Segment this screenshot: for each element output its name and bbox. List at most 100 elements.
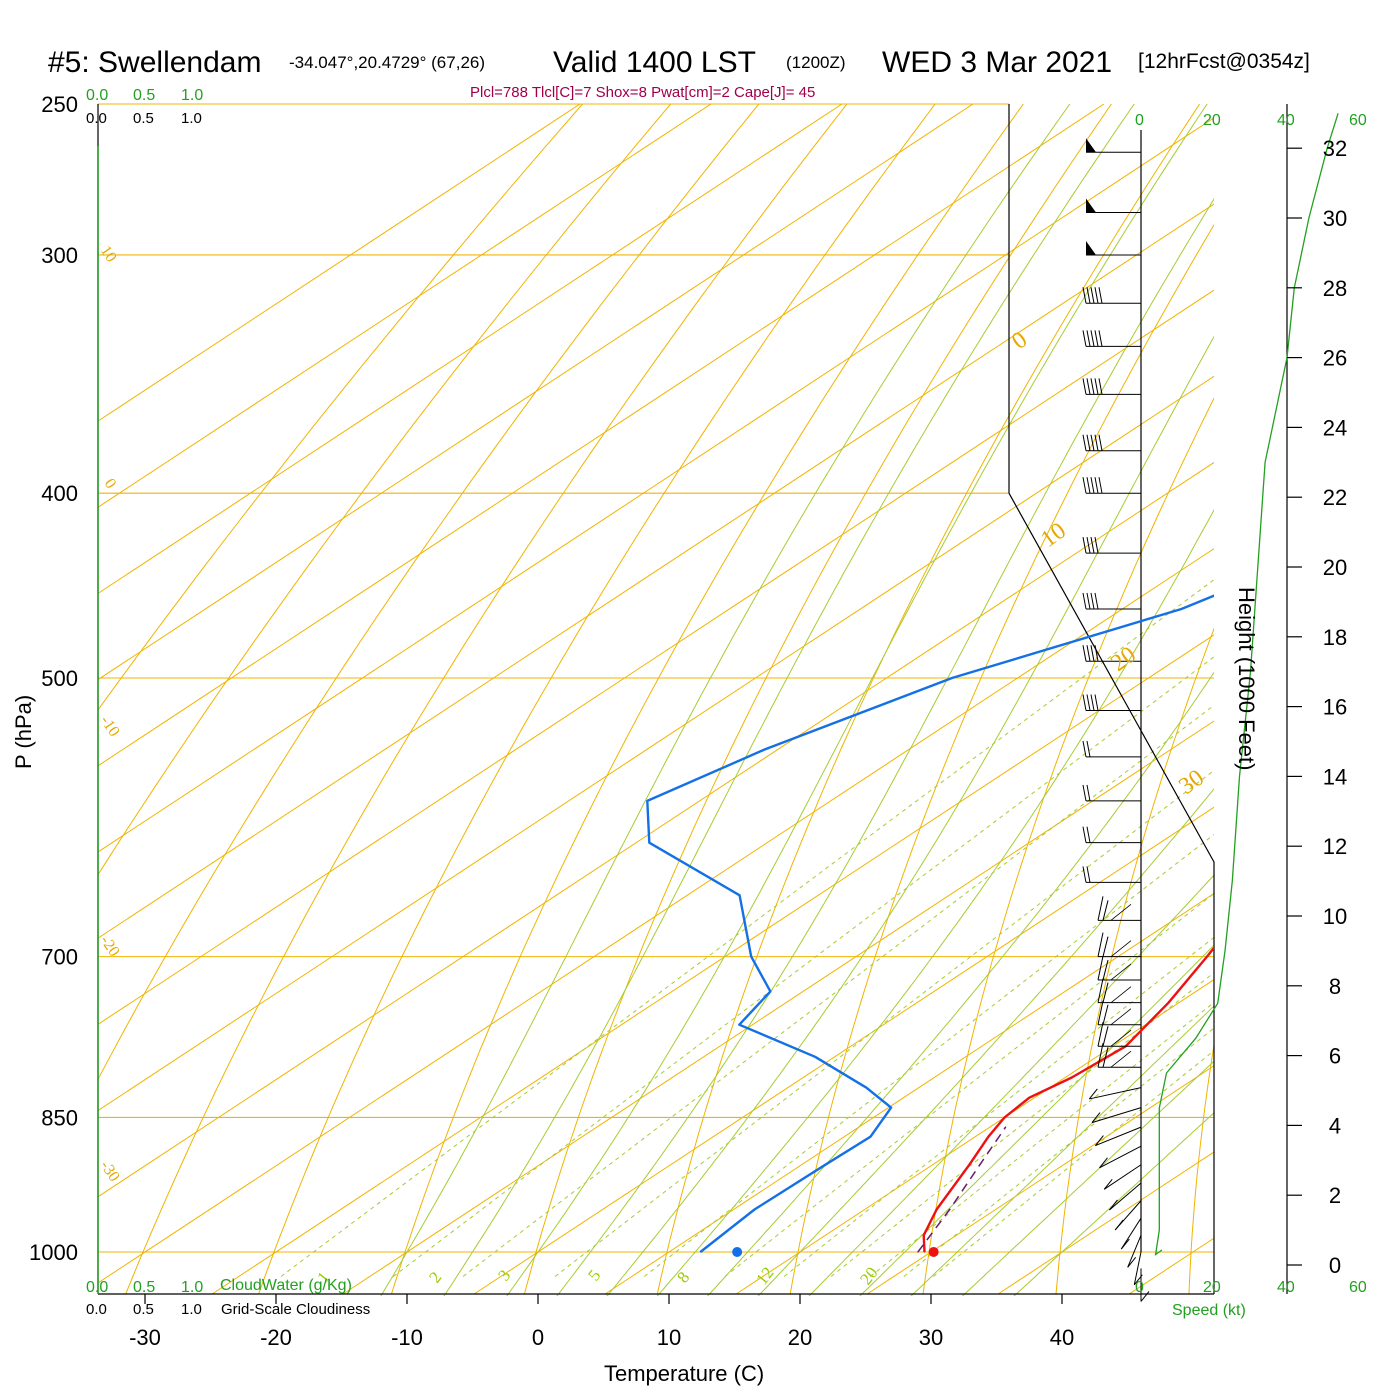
moist-adiabat xyxy=(808,874,1214,1296)
isotherm-line xyxy=(98,104,974,681)
cloud-bottom-green-0: 0.0 xyxy=(86,1279,108,1296)
isotherm-line xyxy=(98,461,1214,1198)
moist-adiabat xyxy=(961,1060,1214,1296)
height-tick-label: 32 xyxy=(1323,136,1347,161)
surface-dewpoint-marker xyxy=(732,1247,743,1257)
isotherm-label: 30 xyxy=(1174,765,1209,800)
wind-barbs xyxy=(1082,138,1150,1302)
temperature-line xyxy=(922,945,1214,1253)
isotherm-line xyxy=(98,104,712,508)
forecast-info: [12hrFcst@0354z] xyxy=(1138,50,1310,73)
cloud-bottom-black-2: 1.0 xyxy=(181,1301,202,1318)
x-tick-label: -20 xyxy=(260,1325,292,1350)
wind-barb xyxy=(1097,1043,1141,1068)
cloud-bottom-black-1: 0.5 xyxy=(133,1301,154,1318)
mixing-ratio-label: 3 xyxy=(494,1266,514,1284)
cloud-top-green-0: 0.0 xyxy=(86,87,108,104)
wind-barb xyxy=(1114,1200,1142,1231)
wind-barb xyxy=(1097,896,1141,921)
wind-barb xyxy=(1086,240,1141,256)
mixing-ratio-line xyxy=(462,704,1214,1277)
temperature-point xyxy=(1004,1116,1006,1118)
station-title: #5: Swellendam xyxy=(48,46,261,79)
cloud-scale-top: 0.0 0.5 1.0 0.0 0.5 1.0 xyxy=(86,87,203,127)
cloud-top-green-1: 0.5 xyxy=(133,87,155,104)
dry-adiabat xyxy=(98,104,583,711)
isotherm-line xyxy=(98,104,581,422)
forecast-date: WED 3 Mar 2021 xyxy=(882,46,1112,79)
mixing-ratio-line xyxy=(280,579,1214,1277)
moist-adiabat xyxy=(443,104,1135,1296)
temperature-point xyxy=(1071,1076,1073,1079)
parcel-point xyxy=(917,1251,919,1253)
x-tick-label: -30 xyxy=(129,1325,161,1350)
mixing-ratio-label: 5 xyxy=(584,1266,604,1284)
wind-speed-profile xyxy=(1154,113,1339,1256)
plot-frame xyxy=(97,104,1288,1295)
mixing-ratio-label: 2 xyxy=(425,1268,445,1286)
wind-barb xyxy=(1082,826,1141,844)
height-tick-label: 20 xyxy=(1323,555,1347,580)
zulu-time: (1200Z) xyxy=(786,53,846,72)
dewpoint-point xyxy=(890,1107,892,1109)
moist-adiabat xyxy=(757,788,1214,1296)
wind-barb xyxy=(1082,784,1141,802)
y-tick-label: 300 xyxy=(41,243,78,268)
moist-adiabat xyxy=(556,198,1214,1296)
temperature-point xyxy=(1167,1002,1170,1004)
isotherm-line xyxy=(866,1065,1214,1295)
speed-top-60: 60 xyxy=(1349,112,1367,129)
isotherm-line xyxy=(211,634,1214,1295)
wind-barb xyxy=(1082,537,1141,554)
y-tick-label: 400 xyxy=(41,481,78,506)
cloud-top-green-2: 1.0 xyxy=(181,87,203,104)
height-tick-label: 8 xyxy=(1329,974,1341,999)
isotherm-line xyxy=(473,806,1214,1295)
wind-barb xyxy=(1097,955,1141,981)
cloud-bottom-green-1: 0.5 xyxy=(133,1279,155,1296)
wind-barb xyxy=(1082,592,1141,610)
speed-top-20: 20 xyxy=(1203,112,1221,129)
temperature-point xyxy=(1206,956,1208,958)
wind-barb xyxy=(1127,1235,1142,1268)
speed-top-40: 40 xyxy=(1277,112,1295,129)
moist-adiabat xyxy=(706,671,1214,1296)
wind-barb xyxy=(1097,1000,1141,1026)
valid-time: Valid 1400 LST xyxy=(553,46,756,79)
wind-barb xyxy=(1095,1126,1142,1147)
height-tick-label: 24 xyxy=(1323,415,1347,440)
mixing-ratio-line xyxy=(869,1001,1214,1277)
mixing-ratio-line xyxy=(932,1050,1214,1277)
wind-barb xyxy=(1097,978,1141,1004)
parcel-point xyxy=(1005,1126,1007,1128)
wind-barb xyxy=(1086,138,1141,153)
wind-barb xyxy=(1099,1145,1142,1169)
dewpoint-point xyxy=(699,1251,702,1253)
moist-adiabat xyxy=(910,1005,1214,1296)
height-tick-label: 22 xyxy=(1323,485,1347,510)
y-tick-label: 850 xyxy=(41,1105,78,1130)
isobar-lines xyxy=(98,103,1214,1253)
isotherm-line xyxy=(98,117,1214,853)
y-tick-label: 1000 xyxy=(29,1240,78,1265)
wind-barb xyxy=(1088,1087,1142,1100)
x-tick-label: 30 xyxy=(919,1325,943,1350)
isotherm-label: 10 xyxy=(97,243,120,266)
dewpoint-point xyxy=(1180,608,1182,610)
isotherm-line xyxy=(98,104,1105,767)
wind-barb xyxy=(1082,378,1141,395)
station-coords: -34.047°,20.4729° (67,26) xyxy=(289,53,485,72)
wind-barb xyxy=(1082,434,1141,452)
wind-barb xyxy=(1091,1107,1142,1124)
wind-barb xyxy=(1140,1268,1150,1302)
height-tick-label: 6 xyxy=(1329,1044,1341,1069)
temperature-point xyxy=(1028,1097,1030,1099)
dry-adiabat xyxy=(391,104,1024,1295)
speed-bottom-60: 60 xyxy=(1349,1279,1367,1296)
dewpoint-point xyxy=(739,894,741,896)
temperature-point xyxy=(987,1136,990,1138)
cloudwater-label: CloudWater (g/Kg) xyxy=(220,1277,352,1294)
height-tick-label: 16 xyxy=(1323,695,1347,720)
wind-barb xyxy=(1082,287,1141,304)
